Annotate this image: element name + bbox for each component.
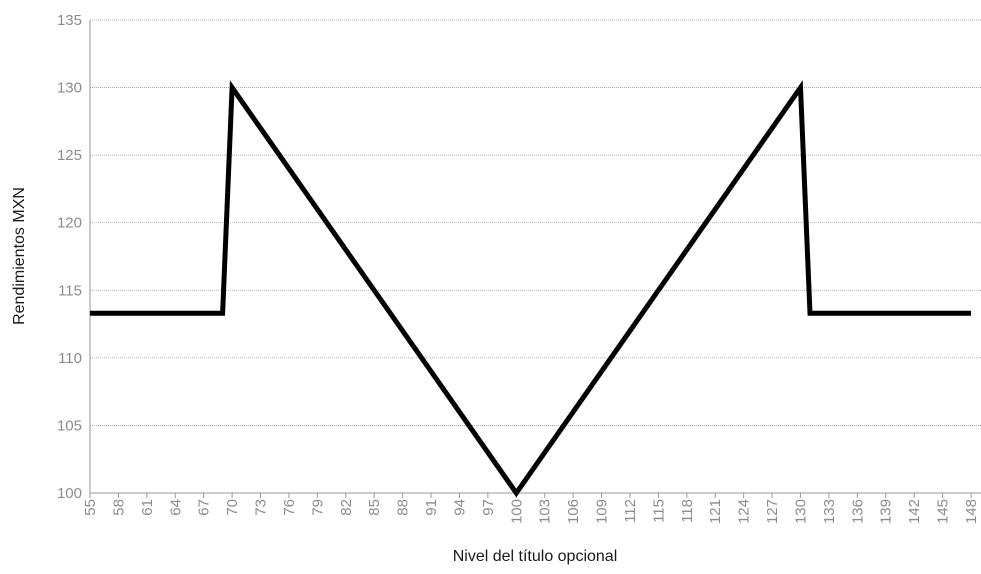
y-tick-label-125: 125	[57, 147, 82, 164]
x-tick-label-91: 91	[423, 499, 440, 516]
x-axis-title: Nivel del título opcional	[453, 548, 618, 565]
x-tick-label-97: 97	[480, 499, 497, 516]
x-tick-label-58: 58	[110, 499, 127, 516]
x-tick-label-64: 64	[167, 499, 184, 516]
x-tick-label-142: 142	[906, 499, 923, 524]
x-tick-label-94: 94	[451, 499, 468, 516]
y-tick-label-110: 110	[58, 350, 82, 367]
x-tick-label-115: 115	[650, 499, 667, 523]
x-tick-label-61: 61	[139, 499, 156, 516]
x-tick-label-106: 106	[565, 499, 582, 524]
y-tick-label-115: 115	[58, 282, 82, 299]
x-tick-label-127: 127	[764, 499, 781, 524]
x-tick-label-103: 103	[537, 499, 554, 524]
y-tick-label-105: 105	[57, 417, 82, 434]
y-tick-label-130: 130	[57, 80, 82, 97]
x-tick-label-79: 79	[309, 499, 326, 516]
x-tick-label-70: 70	[224, 499, 241, 516]
x-tick-label-88: 88	[395, 499, 412, 516]
y-tick-label-120: 120	[57, 215, 82, 232]
x-tick-label-130: 130	[792, 499, 809, 524]
x-tick-label-100: 100	[508, 499, 525, 524]
x-tick-label-76: 76	[281, 499, 298, 516]
y-axis-title: Rendimientos MXN	[11, 187, 28, 325]
x-tick-label-118: 118	[679, 499, 696, 523]
axes	[89, 20, 981, 498]
x-tick-label-82: 82	[338, 499, 355, 516]
x-tick-label-112: 112	[622, 499, 639, 523]
gridlines	[90, 19, 981, 426]
x-tick-label-139: 139	[878, 499, 895, 524]
x-tick-label-124: 124	[736, 499, 753, 524]
y-tick-labels: 100 105 110 115 120 125 130 135	[57, 12, 82, 502]
y-tick-label-100: 100	[57, 485, 82, 502]
x-tick-label-67: 67	[196, 499, 213, 516]
series-layer	[90, 80, 971, 498]
x-tick-label-133: 133	[821, 499, 838, 524]
x-tick-label-109: 109	[594, 499, 611, 524]
x-tick-label-145: 145	[935, 499, 952, 524]
x-tick-label-85: 85	[366, 499, 383, 516]
x-tick-label-55: 55	[82, 499, 99, 516]
x-tick-label-148: 148	[963, 499, 980, 524]
series-line-0	[90, 80, 971, 498]
x-tick-label-121: 121	[707, 499, 724, 524]
y-tick-label-135: 135	[57, 12, 82, 29]
x-tick-label-136: 136	[849, 499, 866, 524]
x-tick-label-73: 73	[253, 499, 270, 516]
x-tick-labels: 55 58 61 64 67 70 73 76 79 82 85 88 91 94 97 100 103 106 1…	[82, 499, 980, 524]
